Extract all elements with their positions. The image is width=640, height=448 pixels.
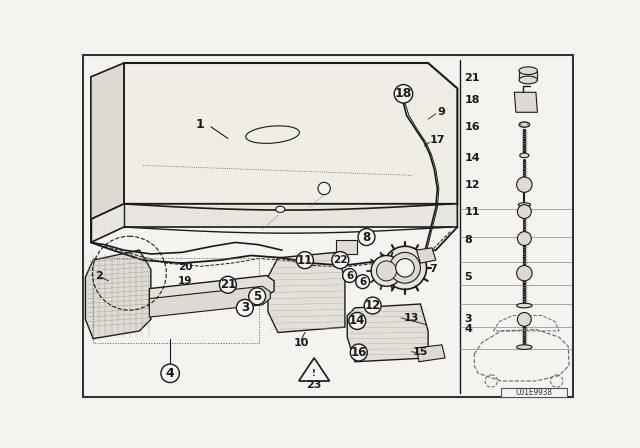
Text: 6: 6 [346, 271, 353, 280]
Text: 16: 16 [464, 122, 480, 132]
Circle shape [383, 246, 427, 289]
Circle shape [396, 258, 414, 277]
Text: 11: 11 [297, 254, 313, 267]
Circle shape [342, 269, 356, 282]
Text: 7: 7 [429, 264, 437, 274]
Circle shape [390, 252, 420, 283]
Polygon shape [417, 345, 445, 362]
Bar [93, 258, 259, 343]
Polygon shape [149, 276, 274, 308]
Ellipse shape [519, 122, 530, 127]
Text: 9: 9 [437, 107, 445, 116]
Polygon shape [268, 252, 345, 332]
Polygon shape [91, 204, 458, 242]
Text: C01E9938: C01E9938 [515, 388, 552, 396]
Circle shape [516, 266, 532, 281]
Text: 12: 12 [365, 299, 381, 312]
Bar [519, 71, 538, 80]
Text: 16: 16 [351, 346, 367, 359]
Text: 23: 23 [307, 380, 322, 390]
Circle shape [516, 177, 532, 192]
Text: 17: 17 [429, 135, 445, 145]
Circle shape [517, 313, 531, 326]
Circle shape [364, 297, 381, 314]
Circle shape [349, 313, 365, 329]
Circle shape [161, 364, 179, 383]
Circle shape [376, 261, 397, 281]
Circle shape [220, 276, 236, 293]
Ellipse shape [518, 203, 531, 207]
Text: 19: 19 [178, 276, 192, 286]
Text: 4: 4 [166, 367, 175, 380]
Text: 1: 1 [196, 118, 204, 131]
Text: 14: 14 [464, 153, 480, 163]
Polygon shape [417, 248, 436, 263]
Text: 8: 8 [362, 231, 371, 244]
Text: 6: 6 [359, 277, 366, 287]
Ellipse shape [519, 67, 538, 74]
Circle shape [356, 275, 369, 289]
Circle shape [517, 205, 531, 219]
Circle shape [394, 85, 413, 103]
Circle shape [296, 252, 314, 269]
Circle shape [236, 299, 253, 316]
Circle shape [371, 255, 402, 286]
Text: 20: 20 [179, 262, 193, 272]
Ellipse shape [276, 206, 285, 212]
FancyBboxPatch shape [501, 388, 567, 397]
Polygon shape [91, 63, 124, 220]
Text: 10: 10 [293, 337, 308, 348]
Text: 8: 8 [464, 235, 472, 245]
Polygon shape [149, 286, 270, 317]
Text: 11: 11 [464, 207, 480, 217]
Ellipse shape [519, 76, 538, 84]
Text: 5: 5 [253, 290, 261, 303]
Circle shape [332, 252, 349, 269]
Polygon shape [86, 250, 151, 339]
Text: 18: 18 [464, 95, 480, 105]
Ellipse shape [520, 153, 529, 158]
Text: 14: 14 [349, 314, 365, 327]
Text: 21: 21 [220, 278, 236, 291]
Circle shape [517, 232, 531, 246]
Text: 18: 18 [395, 87, 412, 100]
Text: 21: 21 [464, 73, 480, 83]
Text: 3: 3 [464, 314, 472, 324]
Text: 5: 5 [464, 272, 472, 282]
Polygon shape [348, 304, 428, 362]
Bar [336, 240, 357, 254]
Text: 4: 4 [464, 324, 472, 334]
Text: 15: 15 [413, 347, 428, 357]
Polygon shape [124, 63, 458, 204]
Text: 13: 13 [403, 313, 419, 323]
Ellipse shape [516, 345, 532, 349]
Circle shape [249, 288, 266, 305]
Ellipse shape [516, 303, 532, 308]
Text: 12: 12 [464, 180, 480, 190]
Polygon shape [299, 358, 330, 381]
Circle shape [358, 228, 375, 246]
Circle shape [318, 182, 330, 195]
Polygon shape [515, 92, 538, 112]
Text: 3: 3 [241, 302, 249, 314]
Circle shape [350, 344, 367, 361]
Text: !: ! [312, 369, 316, 378]
Text: 2: 2 [95, 271, 103, 280]
Text: 22: 22 [333, 255, 348, 265]
